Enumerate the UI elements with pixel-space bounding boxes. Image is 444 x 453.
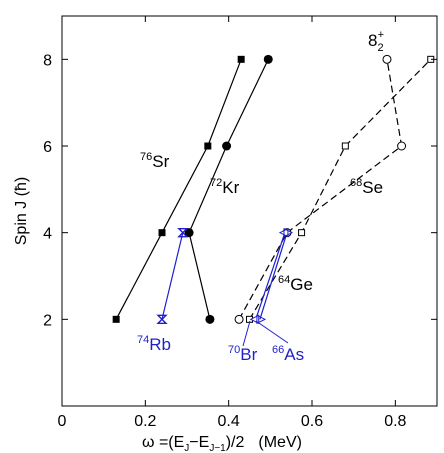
series-line-72Kr (188, 59, 269, 320)
data-point (341, 142, 349, 150)
label-72Kr: 72Kr (210, 177, 240, 197)
series-line-66As (259, 232, 288, 320)
pointer-70Br (242, 320, 251, 347)
label-68Se: 68Se (350, 177, 383, 197)
data-point (234, 314, 244, 324)
data-point (112, 315, 120, 323)
data-point (204, 142, 212, 150)
x-tick-label: 0.8 (384, 413, 406, 430)
plot-frame (61, 15, 438, 407)
y-tick-label: 2 (43, 312, 52, 329)
data-point (397, 141, 407, 151)
x-tick-label: 0 (58, 413, 67, 430)
data-point (283, 227, 294, 238)
label-70Br: 70Br (228, 344, 258, 364)
x-axis-title: ω =(EJ−EJ−1)/2 (MeV) (142, 434, 302, 453)
label-74Rb: 74Rb (137, 334, 171, 354)
data-point (205, 314, 215, 324)
data-point (298, 229, 306, 237)
y-tick-label: 6 (43, 139, 52, 156)
y-axis-title: Spin J (ħ) (13, 177, 30, 245)
data-point (256, 314, 267, 325)
annotation-8-2-plus: 82+ (368, 29, 384, 54)
series-lines (115, 58, 432, 320)
label-64Ge: 64Ge (278, 274, 313, 294)
data-point (237, 55, 245, 63)
series-line-70Br (255, 232, 286, 320)
label-76Sr: 76Sr (140, 151, 170, 171)
data-point (158, 229, 166, 237)
data-point (222, 141, 232, 151)
data-point (177, 227, 189, 238)
series-markers (112, 54, 435, 325)
y-tick-label: 8 (43, 52, 52, 69)
data-point (184, 228, 194, 238)
data-point (382, 54, 392, 64)
series-line-74Rb (161, 232, 184, 320)
x-tick-label: 0.6 (301, 413, 323, 430)
x-tick-label: 0.2 (134, 413, 156, 430)
series-line-64Ge (248, 58, 432, 320)
y-tick-label: 4 (43, 226, 52, 243)
series-line-76Sr (115, 59, 242, 320)
data-point (263, 54, 273, 64)
data-point (156, 314, 168, 325)
tick-labels: 0 0.2 0.4 0.6 0.8 2 4 6 8 (43, 52, 406, 430)
series-line-68Se (238, 59, 403, 320)
label-66As: 66As (272, 344, 304, 364)
axis-ticks (61, 16, 437, 406)
pointer-66As (255, 320, 289, 344)
x-tick-label: 0.4 (218, 413, 240, 430)
